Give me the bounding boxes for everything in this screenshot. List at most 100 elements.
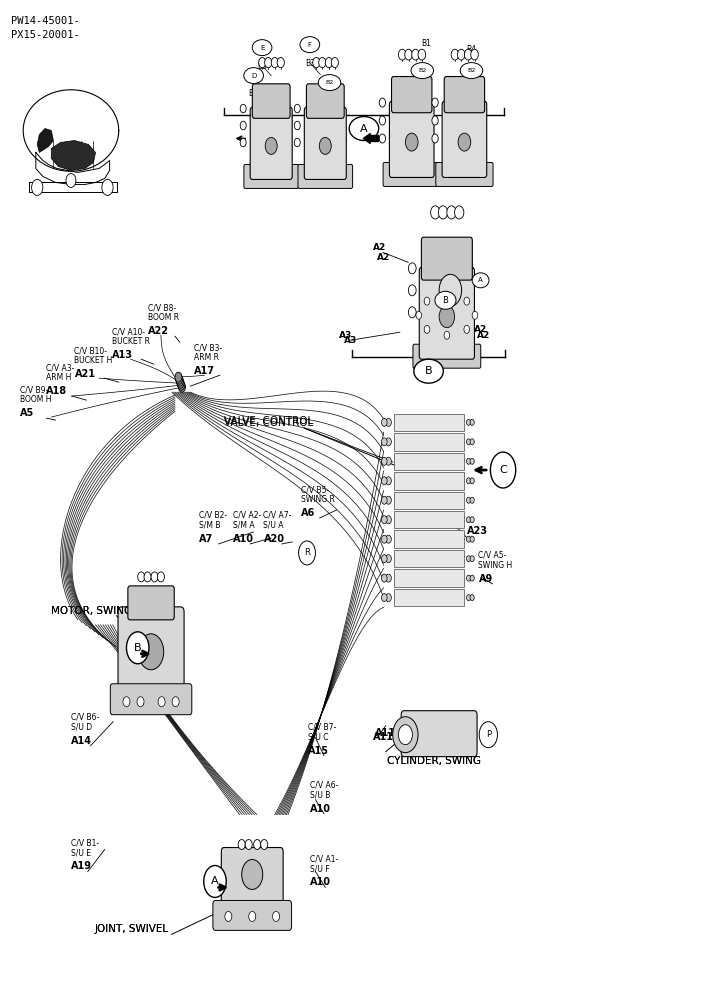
Text: BUCKET H: BUCKET H [75,356,113,365]
Circle shape [175,372,182,382]
Text: B: B [327,95,332,101]
FancyArrow shape [363,134,379,143]
Ellipse shape [300,37,320,53]
Text: A11: A11 [373,732,394,742]
FancyBboxPatch shape [221,848,283,913]
Circle shape [386,516,391,524]
Circle shape [138,572,145,582]
Text: S/M A: S/M A [232,521,254,530]
Circle shape [240,104,246,113]
FancyBboxPatch shape [306,84,344,118]
Circle shape [294,104,301,113]
Text: A23: A23 [467,526,489,536]
Circle shape [467,517,471,523]
Circle shape [408,307,416,318]
Circle shape [319,58,326,68]
Circle shape [470,458,474,464]
Circle shape [203,865,226,897]
Text: A14: A14 [71,736,92,746]
Text: SWING R: SWING R [301,495,335,504]
Text: R: R [304,548,310,557]
Text: JOINT, SWIVEL: JOINT, SWIVEL [95,924,169,934]
Circle shape [467,458,471,464]
Text: A2: A2 [477,331,490,340]
Text: S/U B: S/U B [310,791,330,800]
Text: CYLINDER, SWING: CYLINDER, SWING [387,756,481,766]
Text: A17: A17 [194,366,215,376]
Circle shape [382,418,387,426]
Circle shape [470,536,474,542]
Text: C/V B8-: C/V B8- [149,303,177,312]
Circle shape [265,58,272,68]
FancyBboxPatch shape [394,511,465,528]
Circle shape [425,325,429,333]
Circle shape [465,49,472,60]
Text: A9: A9 [479,574,493,584]
Text: C/V B9-: C/V B9- [20,385,48,394]
Text: S/U F: S/U F [310,864,329,873]
Text: A21: A21 [75,369,96,379]
Text: B3: B3 [257,62,267,71]
Circle shape [139,634,164,670]
Circle shape [271,58,278,68]
Text: C/V B7-: C/V B7- [308,723,336,732]
Circle shape [320,137,332,154]
Circle shape [464,297,470,305]
FancyBboxPatch shape [413,344,481,368]
Circle shape [386,477,391,485]
Circle shape [382,496,387,504]
Text: VALVE, CONTROL: VALVE, CONTROL [224,418,313,428]
Circle shape [127,632,149,664]
Text: A2: A2 [373,243,386,252]
Circle shape [406,133,418,151]
Circle shape [386,496,391,504]
Text: A: A [478,277,483,283]
Circle shape [258,58,266,68]
Circle shape [379,98,386,107]
Text: C/V A1-: C/V A1- [310,854,338,863]
Circle shape [379,134,386,143]
Circle shape [393,717,418,753]
Circle shape [467,439,471,445]
Text: C/V A2-: C/V A2- [232,511,260,520]
Ellipse shape [252,40,272,56]
Circle shape [294,121,301,130]
Text: A15: A15 [308,746,329,756]
Circle shape [277,58,284,68]
Circle shape [386,535,391,543]
FancyBboxPatch shape [383,162,441,186]
Circle shape [172,697,179,707]
Circle shape [151,572,158,582]
Circle shape [455,206,464,219]
Text: A7: A7 [199,534,213,544]
Circle shape [245,840,252,850]
Text: A3: A3 [344,336,357,345]
Circle shape [470,497,474,503]
FancyBboxPatch shape [389,101,434,177]
FancyBboxPatch shape [436,162,493,186]
Circle shape [470,439,474,445]
Ellipse shape [435,291,456,309]
Circle shape [432,98,439,107]
Text: B3: B3 [305,59,315,68]
Text: S/U D: S/U D [71,723,92,732]
Circle shape [470,517,474,523]
Text: A: A [420,83,425,89]
FancyBboxPatch shape [442,101,486,177]
FancyBboxPatch shape [394,453,465,470]
FancyBboxPatch shape [391,77,432,113]
FancyBboxPatch shape [420,268,474,359]
Text: C/V B10-: C/V B10- [75,346,108,355]
Text: C: C [499,465,507,475]
Text: E: E [260,45,264,51]
Circle shape [240,121,246,130]
Text: A20: A20 [263,534,284,544]
Ellipse shape [411,63,434,79]
Circle shape [479,722,498,748]
Ellipse shape [414,359,444,383]
Circle shape [467,556,471,562]
Polygon shape [51,140,96,170]
FancyBboxPatch shape [304,107,346,179]
FancyBboxPatch shape [422,237,472,280]
Circle shape [405,49,413,60]
